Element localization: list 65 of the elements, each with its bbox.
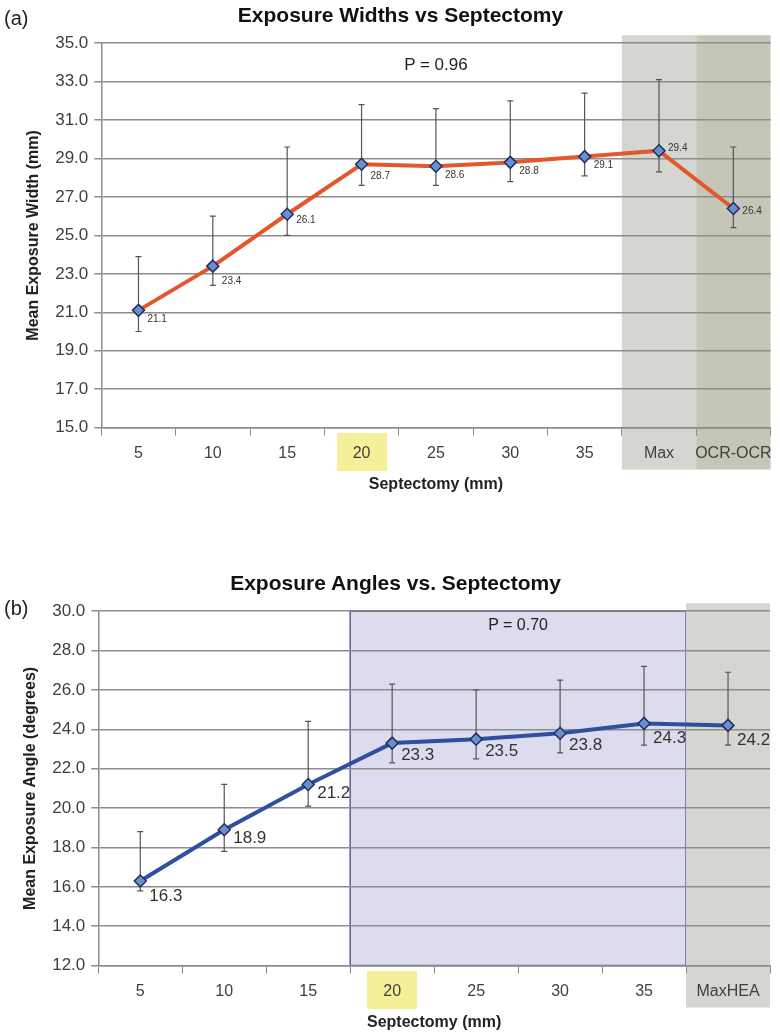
x-tick-label: 25	[467, 981, 486, 999]
y-tick-label: 27.0	[55, 186, 89, 206]
text: (a)	[4, 6, 29, 29]
data-label: 23.5	[485, 740, 519, 760]
data-label: 23.4	[221, 274, 242, 286]
band-label: P = 0.70	[488, 615, 549, 633]
y-tick-label: 17.0	[55, 378, 89, 398]
y-tick-label: 31.0	[55, 109, 89, 129]
y-axis-title: Mean Exposure Angle (degrees)	[21, 666, 39, 910]
y-axis-title: Mean Exposure Width (mm)	[24, 130, 42, 341]
x-tick-label: 10	[215, 981, 234, 999]
x-tick-label: 20	[383, 981, 402, 999]
x-tick-label: 30	[551, 981, 570, 999]
x-axis-title: Septectomy (mm)	[368, 474, 504, 492]
x-tick-label: Max	[643, 443, 675, 461]
y-tick-label: 19.0	[55, 340, 89, 360]
y-tick-label: 23.0	[55, 263, 89, 283]
data-label: 18.9	[233, 828, 267, 848]
x-tick-label: 35	[635, 981, 654, 999]
data-label: 28.8	[519, 165, 540, 177]
annotation: P = 0.96	[404, 54, 468, 74]
y-tick-label: 18.0	[52, 837, 86, 857]
data-label: 29.4	[668, 141, 688, 153]
y-tick-label: 29.0	[55, 148, 89, 168]
data-label: 26.1	[296, 214, 317, 226]
y-tick-label: 24.0	[52, 719, 86, 739]
y-tick-label: 12.0	[52, 955, 86, 975]
x-tick-label: 5	[135, 981, 145, 999]
y-tick-label: 20.0	[52, 797, 86, 817]
data-label: 21.2	[317, 783, 351, 803]
x-tick-label: 5	[134, 443, 144, 461]
y-tick-label: 33.0	[55, 71, 89, 91]
data-label: 23.8	[569, 734, 603, 754]
data-label: 29.1	[593, 159, 614, 171]
x-tick-label: MaxHEA	[696, 981, 760, 999]
text: (b)	[4, 596, 29, 619]
y-tick-label: 25.0	[55, 225, 89, 245]
y-tick-label: 28.0	[52, 640, 86, 660]
y-tick-label: 14.0	[52, 915, 86, 935]
y-tick-label: 15.0	[55, 417, 89, 437]
data-label: 24.2	[737, 730, 771, 750]
y-tick-label: 21.0	[55, 301, 89, 321]
chart-title: Exposure Angles vs. Septectomy	[230, 571, 562, 595]
x-tick-label: OCR-OCR	[695, 443, 772, 461]
x-tick-label: 35	[575, 443, 594, 461]
data-label: 23.3	[401, 744, 435, 764]
x-tick-label: 15	[278, 443, 297, 461]
y-tick-label: 35.0	[55, 32, 89, 52]
x-tick-label: 20	[352, 443, 371, 461]
y-tick-label: 22.0	[52, 758, 86, 778]
data-label: 28.6	[444, 168, 465, 180]
y-tick-label: 30.0	[52, 600, 86, 620]
x-tick-label: 25	[427, 443, 445, 461]
data-label: 24.3	[653, 728, 687, 748]
y-tick-label: 16.0	[52, 876, 86, 896]
y-tick-label: 26.0	[52, 679, 86, 699]
data-label: 28.7	[370, 170, 391, 182]
data-label: 16.3	[149, 885, 183, 905]
x-tick-label: 15	[299, 981, 318, 999]
chart-title: Exposure Widths vs Septectomy	[237, 3, 564, 27]
data-label: 21.1	[147, 313, 168, 325]
x-axis-title: Septectomy (mm)	[367, 1012, 502, 1030]
data-label: 26.4	[742, 205, 763, 217]
x-tick-label: 30	[501, 443, 520, 461]
x-tick-label: 10	[203, 443, 222, 461]
